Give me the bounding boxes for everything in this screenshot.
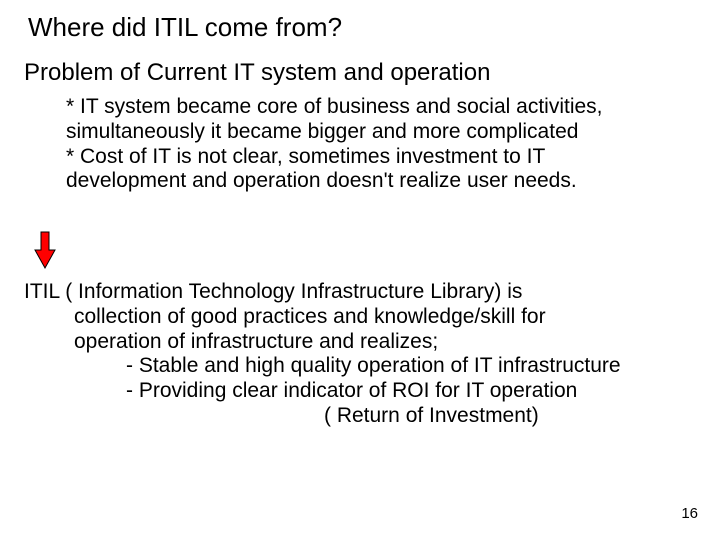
page-number: 16 — [681, 505, 698, 522]
itil-sub-2: - Providing clear indicator of ROI for I… — [24, 379, 664, 404]
itil-definition: ITIL ( Information Technology Infrastruc… — [24, 280, 664, 429]
slide-title: Where did ITIL come from? — [28, 12, 342, 43]
itil-line-3: operation of infrastructure and realizes… — [24, 330, 664, 355]
slide-container: Where did ITIL come from? Problem of Cur… — [0, 0, 720, 540]
itil-line-2: collection of good practices and knowled… — [24, 305, 664, 330]
itil-roi-line: ( Return of Investment) — [24, 404, 664, 429]
slide-subtitle: Problem of Current IT system and operati… — [24, 58, 490, 88]
arrow-path — [35, 232, 55, 268]
bullet-1: * IT system became core of business and … — [66, 95, 603, 143]
itil-line-1: ITIL ( Information Technology Infrastruc… — [24, 280, 522, 303]
bullet-2: * Cost of IT is not clear, sometimes inv… — [66, 145, 577, 193]
problem-bullets: * IT system became core of business and … — [66, 95, 656, 194]
down-arrow-icon — [34, 230, 56, 270]
itil-sub-1: - Stable and high quality operation of I… — [24, 354, 664, 379]
